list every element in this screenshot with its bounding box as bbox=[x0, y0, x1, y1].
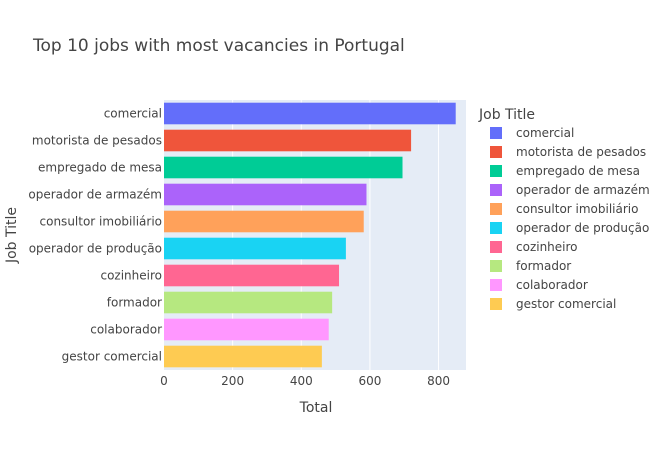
bar bbox=[164, 102, 456, 125]
legend-swatch bbox=[490, 241, 502, 253]
legend-item[interactable]: operador de produção bbox=[490, 221, 649, 235]
chart-title: Top 10 jobs with most vacancies in Portu… bbox=[32, 36, 405, 56]
bar bbox=[164, 183, 367, 206]
x-tick-label: 0 bbox=[160, 374, 168, 388]
x-tick-label: 600 bbox=[358, 374, 381, 388]
legend-item[interactable]: operador de armazém bbox=[490, 183, 650, 197]
legend-item[interactable]: colaborador bbox=[490, 278, 588, 292]
y-axis-title: Job Title bbox=[4, 207, 20, 264]
legend-swatch bbox=[490, 222, 502, 234]
legend-swatch bbox=[490, 165, 502, 177]
legend-item[interactable]: comercial bbox=[490, 126, 574, 140]
y-tick-label: colaborador bbox=[90, 323, 162, 337]
legend-label: formador bbox=[516, 259, 571, 273]
y-tick-label: consultor imobiliário bbox=[40, 215, 162, 229]
bar bbox=[164, 264, 340, 287]
legend-item[interactable]: empregado de mesa bbox=[490, 164, 640, 178]
bar bbox=[164, 345, 322, 368]
legend-item[interactable]: motorista de pesados bbox=[490, 145, 646, 159]
x-tick-label: 800 bbox=[427, 374, 450, 388]
y-tick-label: operador de armazém bbox=[28, 188, 162, 202]
y-tick-label: cozinheiro bbox=[100, 269, 162, 283]
legend-label: gestor comercial bbox=[516, 297, 616, 311]
legend-swatch bbox=[490, 127, 502, 139]
legend-label: colaborador bbox=[516, 278, 588, 292]
legend-label: consultor imobiliário bbox=[516, 202, 638, 216]
legend-item[interactable]: cozinheiro bbox=[490, 240, 578, 254]
legend-swatch bbox=[490, 184, 502, 196]
legend-label: empregado de mesa bbox=[516, 164, 640, 178]
legend-item[interactable]: gestor comercial bbox=[490, 297, 616, 311]
legend-swatch bbox=[490, 146, 502, 158]
y-tick-label: motorista de pesados bbox=[32, 134, 162, 148]
legend-title: Job Title bbox=[478, 107, 535, 123]
legend-label: cozinheiro bbox=[516, 240, 578, 254]
legend-swatch bbox=[490, 298, 502, 310]
y-tick-label: empregado de mesa bbox=[38, 161, 162, 175]
legend-label: operador de armazém bbox=[516, 183, 650, 197]
legend-swatch bbox=[490, 260, 502, 272]
bar bbox=[164, 156, 403, 179]
y-tick-label: operador de produção bbox=[29, 242, 162, 256]
legend-label: motorista de pesados bbox=[516, 145, 646, 159]
legend-label: operador de produção bbox=[516, 221, 649, 235]
bar bbox=[164, 237, 346, 260]
bar bbox=[164, 291, 333, 314]
legend-label: comercial bbox=[516, 126, 574, 140]
x-tick-label: 400 bbox=[290, 374, 313, 388]
y-tick-label: comercial bbox=[104, 107, 162, 121]
x-tick-label: 200 bbox=[221, 374, 244, 388]
legend-swatch bbox=[490, 279, 502, 291]
bar bbox=[164, 210, 364, 233]
bar bbox=[164, 129, 412, 152]
legend-item[interactable]: consultor imobiliário bbox=[490, 202, 638, 216]
legend-swatch bbox=[490, 203, 502, 215]
x-axis-title: Total bbox=[299, 400, 333, 416]
bar bbox=[164, 318, 329, 341]
y-tick-label: formador bbox=[107, 296, 162, 310]
y-tick-label: gestor comercial bbox=[62, 350, 162, 364]
legend-item[interactable]: formador bbox=[490, 259, 571, 273]
